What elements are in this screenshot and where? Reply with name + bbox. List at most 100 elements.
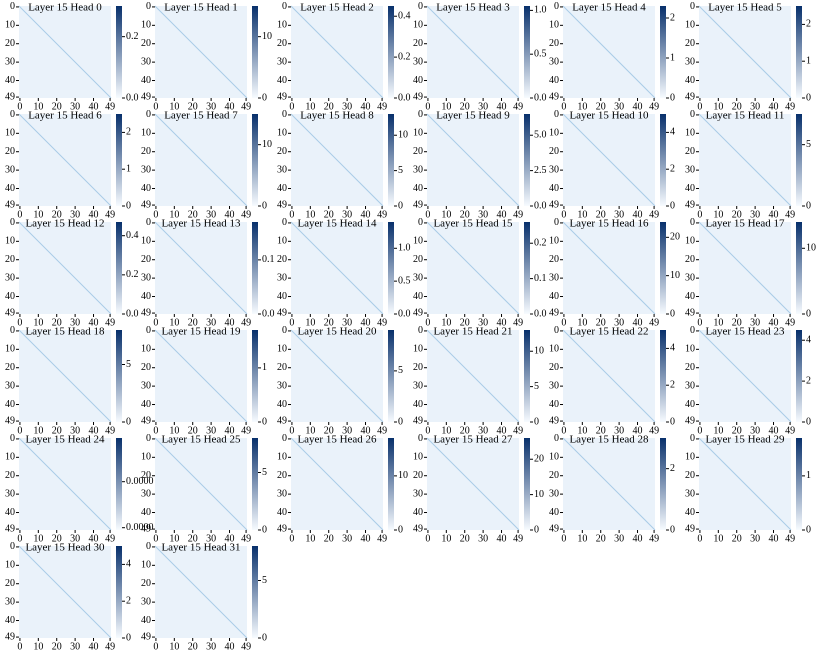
x-tick-label: 49 xyxy=(785,533,795,544)
x-tick-label: 30 xyxy=(614,317,624,328)
y-tick-label: 30 xyxy=(685,272,695,283)
colorbar-tick-label: 0 xyxy=(398,416,403,427)
y-tick-label: 0 xyxy=(10,541,15,552)
y-tick-label: 40 xyxy=(141,291,151,302)
heatmap-diagonal xyxy=(698,113,792,207)
y-tick-label: 30 xyxy=(5,596,15,607)
x-tick-label: 40 xyxy=(225,425,235,436)
y-tick-label: 10 xyxy=(685,128,695,139)
colorbar xyxy=(524,438,530,530)
y-tick-label: 49 xyxy=(141,199,151,210)
y-tick-label: 0 xyxy=(146,541,151,552)
y-tick-label: 10 xyxy=(5,344,15,355)
y-tick-label: 10 xyxy=(685,236,695,247)
panel-title: Layer 15 Head 1 xyxy=(164,2,238,14)
x-tick-label: 40 xyxy=(497,425,507,436)
x-tick-label: 10 xyxy=(713,425,723,436)
colorbar-tick-label: 10 xyxy=(534,346,544,357)
colorbar-tick-label: 1 xyxy=(806,55,811,66)
y-tick-label: 49 xyxy=(685,199,695,210)
x-tick-label: 49 xyxy=(513,209,523,220)
y-tick-label: 49 xyxy=(685,307,695,318)
x-tick-label: 0 xyxy=(697,533,702,544)
x-tick-label: 40 xyxy=(769,317,779,328)
colorbar-tick-label: 0.2 xyxy=(126,31,139,42)
y-tick-label: 49 xyxy=(5,307,15,318)
x-tick-label: 10 xyxy=(33,533,43,544)
x-tick-label: 30 xyxy=(70,425,80,436)
y-tick-label: 30 xyxy=(277,164,287,175)
colorbar xyxy=(252,330,258,422)
y-tick-label: 30 xyxy=(141,164,151,175)
x-tick-label: 20 xyxy=(52,317,62,328)
heatmap-diagonal xyxy=(562,329,656,423)
heatmap-diagonal xyxy=(18,113,112,207)
x-tick-label: 10 xyxy=(577,533,587,544)
x-tick-label: 20 xyxy=(324,209,334,220)
y-tick-label: 40 xyxy=(549,399,559,410)
colorbar-tick-label: 0.5 xyxy=(398,275,411,286)
y-tick-label: 10 xyxy=(413,344,423,355)
x-tick-label: 10 xyxy=(33,209,43,220)
x-tick-label: 20 xyxy=(52,209,62,220)
x-tick-label: 20 xyxy=(188,425,198,436)
x-tick-label: 30 xyxy=(478,533,488,544)
panel-title: Layer 15 Head 24 xyxy=(25,434,105,446)
x-tick-label: 0 xyxy=(17,209,22,220)
colorbar-tick-label: 0 xyxy=(262,416,267,427)
y-tick-label: 30 xyxy=(549,380,559,391)
x-tick-label: 30 xyxy=(70,533,80,544)
y-tick-label: 40 xyxy=(549,291,559,302)
x-tick-label: 20 xyxy=(596,317,606,328)
y-tick-label: 0 xyxy=(146,1,151,12)
x-tick-label: 20 xyxy=(732,317,742,328)
y-tick-label: 0 xyxy=(690,433,695,444)
x-tick-label: 30 xyxy=(750,101,760,112)
panel-title: Layer 15 Head 3 xyxy=(436,2,510,14)
x-tick-label: 0 xyxy=(425,101,430,112)
y-tick-label: 0 xyxy=(282,433,287,444)
colorbar-tick-label: 10 xyxy=(398,470,408,481)
x-tick-label: 30 xyxy=(614,533,624,544)
x-tick-label: 30 xyxy=(342,533,352,544)
y-tick-label: 49 xyxy=(413,199,423,210)
colorbar-tick-label: 0.0 xyxy=(534,308,547,319)
x-tick-label: 30 xyxy=(478,101,488,112)
heatmap-diagonal xyxy=(154,545,248,639)
y-tick-label: 20 xyxy=(413,254,423,265)
panel-title: Layer 15 Head 23 xyxy=(705,326,785,338)
x-tick-label: 0 xyxy=(153,533,158,544)
y-tick-label: 30 xyxy=(685,164,695,175)
heatmap-diagonal xyxy=(562,113,656,207)
x-tick-label: 30 xyxy=(70,209,80,220)
y-tick-label: 40 xyxy=(685,75,695,86)
y-tick-label: 10 xyxy=(141,236,151,247)
panel-title: Layer 15 Head 2 xyxy=(300,2,374,14)
y-tick-label: 30 xyxy=(413,488,423,499)
y-tick-label: 40 xyxy=(277,291,287,302)
y-tick-label: 30 xyxy=(413,380,423,391)
colorbar xyxy=(660,438,666,530)
x-tick-label: 20 xyxy=(188,641,198,652)
x-tick-label: 49 xyxy=(785,209,795,220)
x-tick-label: 30 xyxy=(342,317,352,328)
colorbar-tick-label: 4 xyxy=(126,559,131,570)
x-tick-label: 49 xyxy=(785,425,795,436)
panel-title: Layer 15 Head 6 xyxy=(28,110,102,122)
x-tick-label: 40 xyxy=(89,641,99,652)
heatmap-diagonal xyxy=(154,221,248,315)
y-tick-label: 0 xyxy=(146,109,151,120)
x-tick-label: 10 xyxy=(713,533,723,544)
y-tick-label: 0 xyxy=(554,217,559,228)
colorbar-tick-label: 5 xyxy=(534,381,539,392)
colorbar-tick-label: 2 xyxy=(670,163,675,174)
x-tick-label: 0 xyxy=(289,101,294,112)
y-tick-label: 20 xyxy=(141,578,151,589)
colorbar-tick-label: 0 xyxy=(398,524,403,535)
y-tick-label: 10 xyxy=(413,20,423,31)
y-tick-label: 10 xyxy=(277,236,287,247)
x-tick-label: 10 xyxy=(33,317,43,328)
y-tick-label: 10 xyxy=(277,128,287,139)
y-tick-label: 40 xyxy=(5,507,15,518)
colorbar-tick-label: 5 xyxy=(262,467,267,478)
